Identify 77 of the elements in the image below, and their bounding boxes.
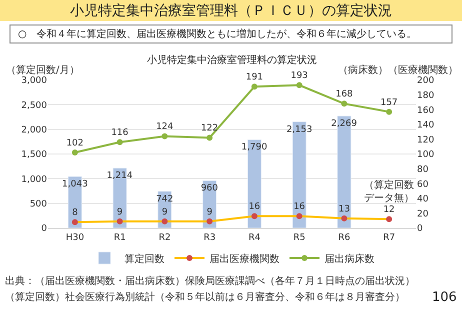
legend-label: 届出病床数 — [324, 252, 374, 265]
y2-tick-label: 100 — [417, 150, 434, 160]
text: （算定回数）社会医療行為別統計（令和５年以前は６月審査分、令和６年は８月審査分） — [5, 291, 405, 303]
data-label: 116 — [111, 128, 129, 138]
data-label: 122 — [200, 124, 218, 134]
y2-tick-label: 60 — [417, 180, 429, 190]
data-label: 13 — [338, 204, 350, 214]
point — [296, 213, 302, 220]
point — [251, 213, 258, 220]
y2-tick-label: 200 — [417, 76, 434, 86]
point — [251, 84, 258, 90]
point — [162, 218, 168, 224]
legend-label: 届出医療機関数 — [210, 252, 280, 265]
point — [206, 134, 213, 141]
point — [206, 218, 213, 224]
legend-label: 算定回数 — [124, 252, 164, 265]
data-label: 124 — [156, 122, 174, 132]
x-tick-label: R7 — [383, 232, 396, 243]
point — [116, 139, 123, 146]
data-label: 12 — [383, 205, 395, 216]
y-tick-label: 1,000 — [21, 174, 48, 185]
data-label: 16 — [294, 202, 306, 212]
x-tick-label: R6 — [338, 232, 350, 243]
point — [296, 82, 302, 88]
chart-subtitle: ○ 令和４年に算定回数、届出医療機関数ともに増加したが、令和６年に減少している。 — [18, 28, 417, 40]
data-label: 1,043 — [62, 180, 88, 190]
point — [386, 108, 392, 115]
y-tick-label: 1,500 — [21, 150, 48, 160]
text: 小児特定集中治療室管理料の算定状況 — [147, 54, 317, 66]
data-label: 9 — [116, 207, 123, 218]
point — [386, 216, 392, 222]
y2-tick-label: 140 — [417, 120, 434, 131]
data-label: 2,269 — [331, 119, 358, 130]
x-tick-label: R2 — [158, 232, 171, 243]
x-tick-label: H30 — [66, 232, 84, 243]
y2-tick-label: 160 — [417, 106, 434, 116]
data-label: 168 — [336, 90, 354, 100]
point — [72, 219, 78, 226]
y-axis-title: （算定回数/月） — [6, 64, 80, 76]
y2-tick-label: 120 — [417, 135, 434, 146]
chart-title: 小児特定集中治療室管理料（ＰＩＣＵ）の算定状況 — [70, 3, 392, 19]
data-label: 102 — [66, 138, 84, 149]
source-note: 出典：（届出医療機関数・届出病床数）保険局医療課調べ（各年７月１日時点の届出状況） — [5, 275, 415, 287]
y2-tick-label: 180 — [417, 90, 434, 101]
point — [116, 218, 123, 224]
x-tick-label: R4 — [248, 232, 261, 243]
data-label: 193 — [290, 71, 308, 82]
data-label: 9 — [162, 207, 168, 218]
text: 106 — [432, 290, 457, 305]
data-label: 1,214 — [106, 171, 133, 182]
y-tick-label: 2,500 — [21, 100, 48, 111]
y2-tick-label: 80 — [417, 164, 429, 175]
point — [162, 133, 168, 140]
x-tick-label: R3 — [204, 232, 216, 243]
y2-tick-label: 40 — [417, 194, 429, 205]
point — [341, 100, 348, 107]
data-label: 1,790 — [241, 142, 268, 153]
y-tick-label: 0 — [41, 224, 48, 234]
data-label: 9 — [206, 207, 213, 218]
point — [341, 215, 348, 222]
y-tick-label: 2,000 — [21, 125, 48, 136]
x-tick-label: R1 — [114, 232, 126, 243]
annotation: （算定回数データ無） — [364, 179, 414, 204]
y-tick-label: 3,000 — [21, 76, 48, 86]
x-tick-label: R5 — [293, 232, 306, 243]
data-label: 960 — [200, 184, 218, 194]
data-label: 157 — [380, 98, 398, 108]
y-tick-label: 500 — [30, 199, 48, 210]
data-label: 191 — [246, 72, 264, 83]
y2-tick-label: 0 — [417, 224, 423, 234]
y2-axis-title: （病床数）（医療機関数） — [338, 64, 458, 76]
data-label: 742 — [156, 194, 174, 204]
data-label: 16 — [248, 202, 260, 212]
point — [72, 150, 78, 156]
y2-tick-label: 20 — [417, 209, 429, 220]
data-label: 8 — [72, 208, 78, 218]
data-label: 2,153 — [286, 124, 312, 135]
